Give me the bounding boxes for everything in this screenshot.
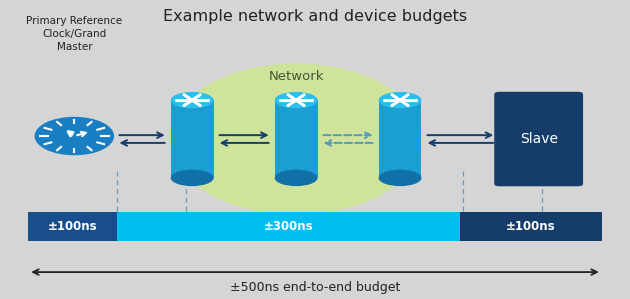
Ellipse shape xyxy=(275,92,318,108)
Text: ±300ns: ±300ns xyxy=(263,220,313,233)
Circle shape xyxy=(35,118,113,155)
Ellipse shape xyxy=(170,64,422,214)
Text: Slave: Slave xyxy=(520,132,558,146)
Text: ±100ns: ±100ns xyxy=(506,220,556,233)
FancyBboxPatch shape xyxy=(379,100,421,178)
FancyBboxPatch shape xyxy=(171,100,214,178)
Ellipse shape xyxy=(275,170,318,186)
FancyBboxPatch shape xyxy=(117,212,460,241)
Ellipse shape xyxy=(171,170,214,186)
Text: ±500ns end-to-end budget: ±500ns end-to-end budget xyxy=(230,281,400,294)
Text: Network: Network xyxy=(268,70,324,83)
Ellipse shape xyxy=(379,170,421,186)
FancyBboxPatch shape xyxy=(28,212,117,241)
Ellipse shape xyxy=(379,92,421,108)
FancyBboxPatch shape xyxy=(275,100,318,178)
FancyBboxPatch shape xyxy=(460,212,602,241)
Ellipse shape xyxy=(171,92,214,108)
FancyBboxPatch shape xyxy=(494,92,583,186)
Text: Primary Reference
Clock/Grand
Master: Primary Reference Clock/Grand Master xyxy=(26,16,122,52)
Text: Example network and device budgets: Example network and device budgets xyxy=(163,9,467,24)
Text: ±100ns: ±100ns xyxy=(48,220,97,233)
